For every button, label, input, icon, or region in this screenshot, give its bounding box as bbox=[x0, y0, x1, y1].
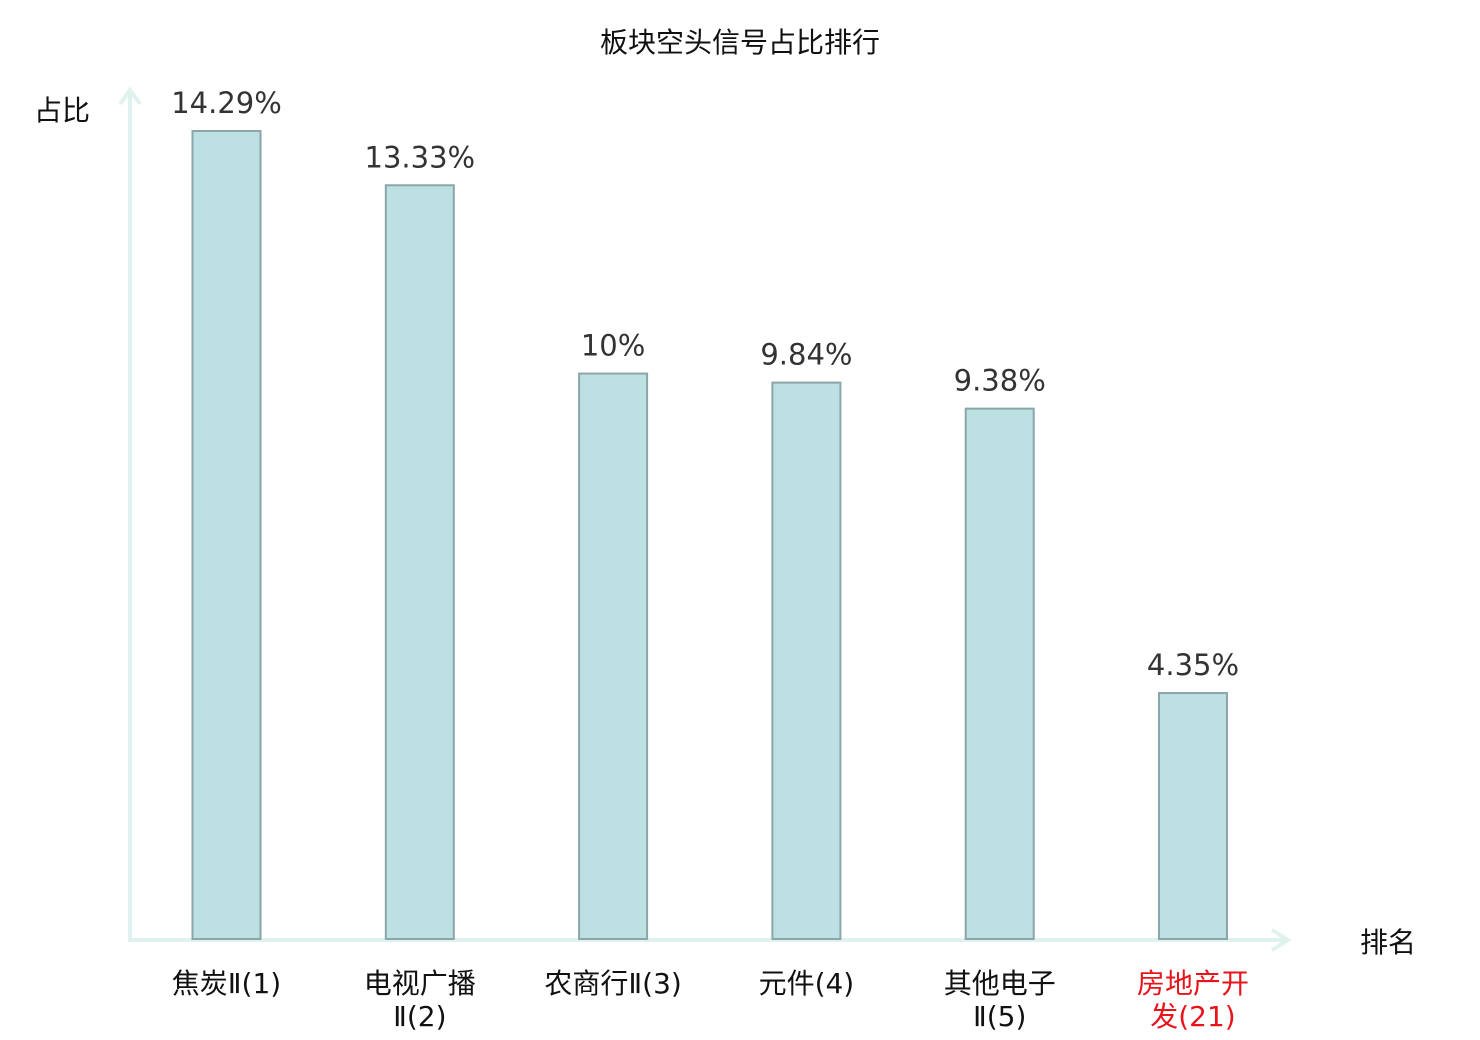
bar-value-label: 13.33% bbox=[365, 140, 476, 174]
x-tick-label: 电视广播 bbox=[364, 967, 476, 1000]
x-tick-label: Ⅱ(2) bbox=[393, 1000, 446, 1033]
x-tick-label: 焦炭Ⅱ(1) bbox=[172, 967, 281, 1000]
y-axis-label: 占比 bbox=[34, 94, 90, 127]
x-axis-label: 排名 bbox=[1360, 926, 1416, 959]
bar bbox=[384, 184, 455, 940]
axes bbox=[118, 86, 1292, 952]
y-axis-arrow bbox=[118, 86, 142, 106]
bar bbox=[1158, 692, 1228, 940]
bar bbox=[191, 130, 262, 940]
x-tick-label: 发(21) bbox=[1150, 1000, 1235, 1033]
bar-value-label: 9.38% bbox=[954, 364, 1046, 398]
x-tick-label: Ⅱ(5) bbox=[973, 1000, 1026, 1033]
bar bbox=[964, 407, 1035, 941]
bar-value-label: 9.84% bbox=[760, 338, 852, 372]
value-labels-group: 14.29% 13.33% 10% 9.84% 9.38% 4.35% bbox=[171, 86, 1239, 682]
x-tick-label: 农商行Ⅱ(3) bbox=[544, 967, 681, 1000]
bar bbox=[578, 372, 649, 940]
x-tick-label: 其他电子 bbox=[944, 967, 1056, 1000]
bars-group bbox=[191, 130, 1228, 941]
bar-value-label: 10% bbox=[581, 329, 645, 363]
bar-value-label: 4.35% bbox=[1147, 648, 1239, 682]
chart-title: 板块空头信号占比排行 bbox=[600, 26, 880, 59]
x-tick-label: 房地产开 bbox=[1137, 967, 1249, 1000]
bar-value-label: 14.29% bbox=[171, 86, 282, 120]
x-tick-label: 元件(4) bbox=[759, 967, 855, 1000]
bar bbox=[771, 381, 842, 940]
x-axis-arrow bbox=[1270, 928, 1292, 952]
